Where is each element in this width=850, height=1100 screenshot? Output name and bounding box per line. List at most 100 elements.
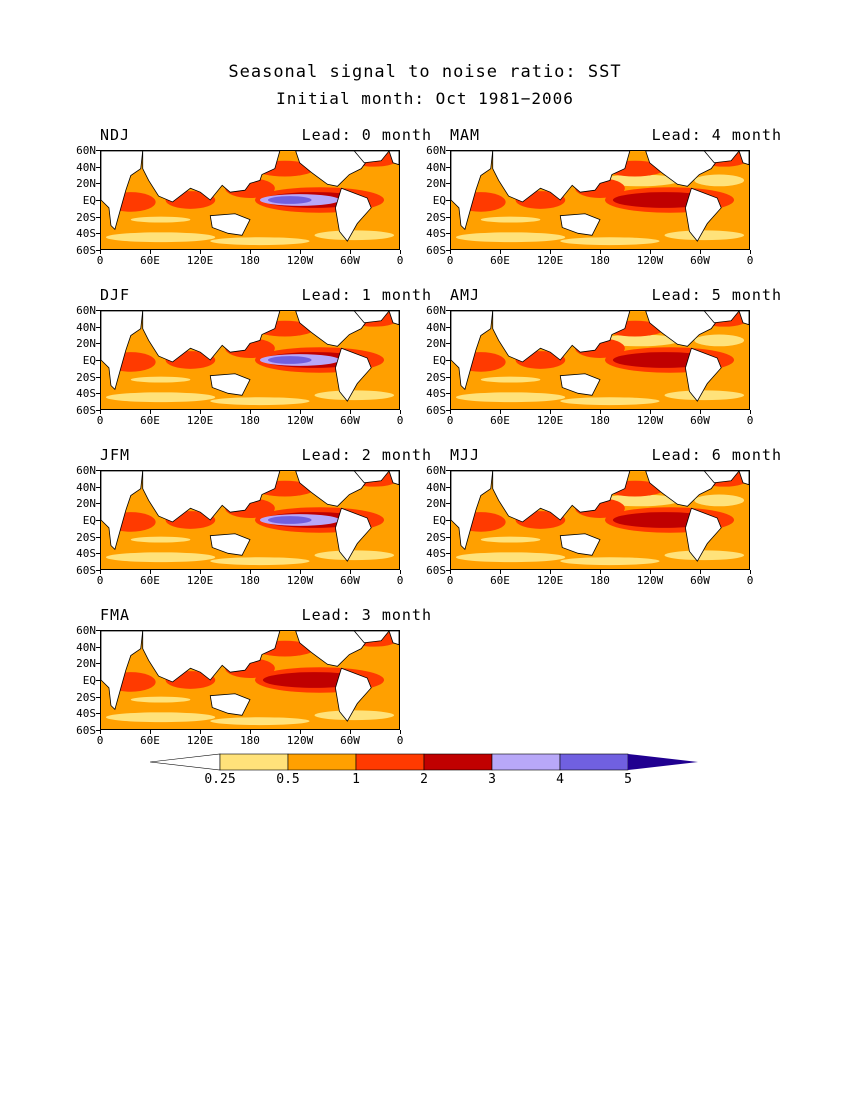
x-tick-label: 120E bbox=[536, 574, 564, 587]
map-panel-fma: FMA Lead: 3 month 60N 40N 20N EQ 20S 40S 60S 0 60E… bbox=[76, 606, 440, 750]
panel-lead-label: Lead: 0 month bbox=[301, 126, 432, 144]
panel-season-label: MJJ bbox=[450, 446, 481, 464]
y-tick bbox=[96, 250, 100, 251]
y-tick-label: 60S bbox=[76, 244, 96, 257]
colorbar-label: 0.5 bbox=[276, 772, 300, 787]
x-tick bbox=[350, 410, 351, 414]
y-tick bbox=[446, 216, 450, 218]
x-tick bbox=[150, 730, 151, 734]
panel-season-label: NDJ bbox=[100, 126, 131, 144]
x-tick-label: 0 bbox=[96, 734, 104, 747]
x-tick-label: 60E bbox=[490, 574, 510, 587]
y-tick bbox=[446, 536, 450, 538]
y-tick-label: EQ bbox=[82, 354, 96, 367]
sst-map bbox=[100, 470, 400, 570]
y-tick-label: 60S bbox=[426, 564, 446, 577]
x-tick bbox=[350, 250, 351, 254]
y-tick bbox=[446, 470, 450, 471]
y-tick-label: 40S bbox=[426, 387, 446, 401]
y-tick-label: 60N bbox=[76, 304, 96, 317]
x-tick bbox=[100, 570, 101, 574]
colorbar-label: 4 bbox=[556, 772, 564, 787]
panel-season-label: FMA bbox=[100, 606, 131, 624]
y-tick-label: 60N bbox=[76, 464, 96, 477]
y-tick-label: 40N bbox=[76, 480, 96, 494]
y-tick bbox=[96, 326, 100, 328]
x-tick bbox=[300, 410, 301, 414]
x-tick bbox=[650, 570, 651, 574]
y-tick bbox=[96, 713, 100, 715]
x-tick-label: 60W bbox=[340, 574, 360, 587]
y-tick bbox=[446, 326, 450, 328]
y-tick bbox=[96, 503, 100, 505]
y-tick bbox=[96, 730, 100, 731]
x-tick-label: 180 bbox=[590, 254, 610, 267]
x-tick bbox=[300, 730, 301, 734]
y-tick-label: 20S bbox=[76, 210, 96, 224]
y-tick bbox=[446, 503, 450, 505]
x-tick bbox=[200, 410, 201, 414]
sst-map bbox=[100, 630, 400, 730]
x-tick bbox=[200, 250, 201, 254]
y-tick-label: 60N bbox=[76, 144, 96, 157]
y-tick-label: EQ bbox=[82, 674, 96, 687]
x-tick bbox=[600, 410, 601, 414]
y-tick-label: 20N bbox=[76, 657, 96, 671]
x-tick-label: 60E bbox=[140, 254, 160, 267]
x-tick-label: 60W bbox=[690, 574, 710, 587]
colorbar-segment bbox=[628, 754, 698, 770]
y-tick-label: 20N bbox=[76, 177, 96, 191]
x-tick bbox=[250, 730, 251, 734]
y-tick bbox=[96, 536, 100, 538]
x-tick-label: 0 bbox=[396, 734, 404, 747]
x-tick-label: 60E bbox=[140, 414, 160, 427]
x-tick-label: 180 bbox=[590, 574, 610, 587]
x-tick bbox=[450, 250, 451, 254]
panel-lead-label: Lead: 3 month bbox=[301, 606, 432, 624]
y-tick-label: 20N bbox=[76, 497, 96, 511]
x-tick-label: 120E bbox=[186, 734, 214, 747]
panel-lead-label: Lead: 5 month bbox=[651, 286, 782, 304]
y-tick bbox=[446, 183, 450, 185]
x-tick bbox=[750, 570, 751, 574]
x-tick bbox=[200, 730, 201, 734]
x-tick-label: 0 bbox=[396, 254, 404, 267]
y-tick bbox=[446, 410, 450, 411]
x-tick bbox=[150, 250, 151, 254]
x-tick-label: 120W bbox=[286, 254, 314, 267]
y-tick-label: 20N bbox=[426, 497, 446, 511]
map-panel-mam: MAM Lead: 4 month 60N 40N 20N EQ 20S 40S 60S 0 60E… bbox=[426, 126, 790, 270]
y-tick bbox=[96, 680, 100, 681]
x-tick-label: 0 bbox=[396, 574, 404, 587]
y-tick-label: EQ bbox=[82, 194, 96, 207]
y-tick-label: 40S bbox=[76, 707, 96, 721]
x-tick-label: 0 bbox=[446, 254, 454, 267]
x-tick-label: 60W bbox=[340, 734, 360, 747]
y-tick bbox=[446, 150, 450, 151]
y-tick bbox=[96, 376, 100, 378]
x-tick-label: 60E bbox=[490, 414, 510, 427]
y-tick-label: 40N bbox=[426, 160, 446, 174]
y-tick bbox=[446, 376, 450, 378]
y-tick-label: 20N bbox=[426, 337, 446, 351]
panel-lead-label: Lead: 6 month bbox=[651, 446, 782, 464]
x-tick bbox=[200, 570, 201, 574]
colorbar-segment bbox=[423, 753, 493, 771]
map-panel-jfm: JFM Lead: 2 month 60N 40N 20N EQ 20S 40S 60S 0 60E… bbox=[76, 446, 440, 590]
x-tick-label: 120E bbox=[536, 414, 564, 427]
x-tick bbox=[750, 410, 751, 414]
y-tick-label: 20S bbox=[76, 690, 96, 704]
y-tick bbox=[96, 150, 100, 151]
x-tick bbox=[450, 410, 451, 414]
x-tick-label: 0 bbox=[96, 414, 104, 427]
x-tick-label: 120W bbox=[286, 574, 314, 587]
y-tick bbox=[446, 166, 450, 168]
x-tick-label: 120E bbox=[186, 574, 214, 587]
map-panel-ndj: NDJ Lead: 0 month 60N 40N 20N EQ 20S 40S 60S 0 60E… bbox=[76, 126, 440, 270]
y-tick bbox=[446, 250, 450, 251]
colorbar-label: 2 bbox=[420, 772, 428, 787]
x-tick-label: 120W bbox=[286, 734, 314, 747]
x-tick bbox=[550, 250, 551, 254]
x-tick bbox=[650, 250, 651, 254]
x-tick bbox=[250, 250, 251, 254]
